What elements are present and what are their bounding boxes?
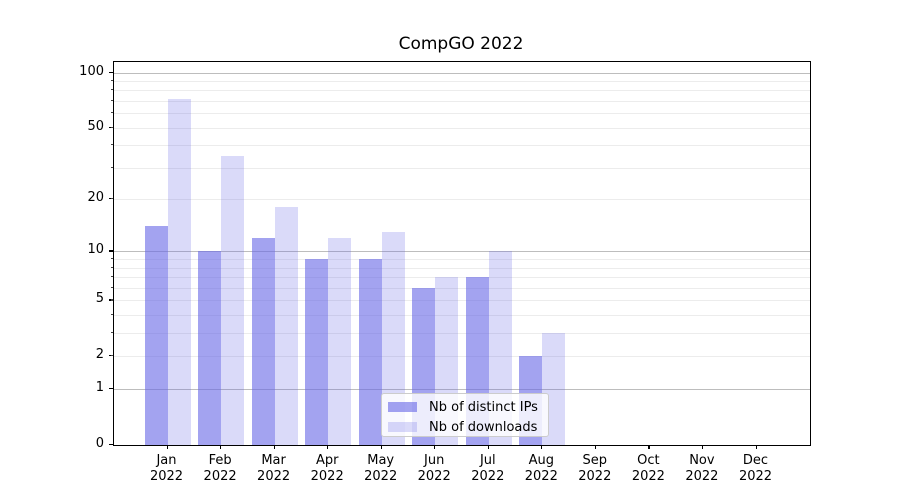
bar-downloads-feb xyxy=(221,155,245,445)
y-minor-tick-mark-50 xyxy=(110,126,113,128)
x-tick-label-feb: Feb 2022 xyxy=(203,453,237,484)
bar-downloads-may xyxy=(381,232,405,445)
y-tick-label-1: 1 xyxy=(95,380,104,396)
x-tick-mark-jul xyxy=(487,445,489,449)
bar-ips-apr xyxy=(305,259,329,445)
gridline-minor-3 xyxy=(114,333,810,335)
y-tick-label-5: 5 xyxy=(95,291,104,307)
y-minor-tick-mark-3 xyxy=(110,332,113,334)
x-tick-mark-dec xyxy=(755,445,757,449)
plot-area: Nb of distinct IPs Nb of downloads xyxy=(113,61,811,446)
y-minor-tick-mark-7 xyxy=(110,276,113,278)
y-tick-mark-1 xyxy=(109,388,113,390)
y-tick-mark-0 xyxy=(109,444,113,446)
bar-ips-jan xyxy=(144,226,168,445)
gridline-minor-5 xyxy=(114,300,810,302)
bar-ips-mar xyxy=(251,238,275,445)
x-tick-label-may: May 2022 xyxy=(364,453,398,484)
gridline-minor-20 xyxy=(114,199,810,201)
y-minor-tick-mark-80 xyxy=(110,89,113,91)
x-tick-mark-may xyxy=(380,445,382,449)
x-tick-label-aug: Aug 2022 xyxy=(524,453,558,484)
bar-ips-may xyxy=(358,259,382,445)
gridline-major-1 xyxy=(114,389,810,391)
y-minor-tick-mark-5 xyxy=(110,299,113,301)
x-tick-mark-oct xyxy=(648,445,650,449)
bars-layer xyxy=(114,62,810,445)
x-tick-label-dec: Dec 2022 xyxy=(738,453,773,484)
chart-title: CompGO 2022 xyxy=(398,34,524,54)
gridline-minor-4 xyxy=(114,315,810,317)
bar-downloads-jan xyxy=(167,98,191,445)
x-tick-label-oct: Oct 2022 xyxy=(631,453,665,484)
legend: Nb of distinct IPs Nb of downloads xyxy=(381,393,549,437)
gridline-minor-8 xyxy=(114,267,810,269)
y-minor-tick-mark-40 xyxy=(110,144,113,146)
gridline-minor-6 xyxy=(114,287,810,289)
y-minor-tick-mark-60 xyxy=(110,112,113,114)
x-tick-mark-sep xyxy=(594,445,596,449)
x-tick-label-jan: Jan 2022 xyxy=(149,453,184,484)
y-tick-label-10: 10 xyxy=(87,242,104,258)
gridline-major-10 xyxy=(114,251,810,253)
y-minor-tick-mark-8 xyxy=(110,266,113,268)
x-tick-mark-aug xyxy=(541,445,543,449)
y-tick-label-100: 100 xyxy=(79,63,104,79)
y-tick-mark-10 xyxy=(109,250,113,252)
legend-item-distinct-ips: Nb of distinct IPs xyxy=(382,397,548,417)
y-tick-label-50: 50 xyxy=(87,118,104,134)
gridline-minor-50 xyxy=(114,127,810,129)
x-tick-mark-jun xyxy=(434,445,436,449)
x-tick-label-jul: Jul 2022 xyxy=(471,453,505,484)
legend-swatch-distinct-ips xyxy=(388,402,417,412)
gridline-minor-30 xyxy=(114,167,810,169)
bar-ips-feb xyxy=(198,251,222,445)
x-tick-mark-nov xyxy=(701,445,704,449)
x-tick-mark-mar xyxy=(273,445,275,449)
x-tick-label-apr: Apr 2022 xyxy=(310,453,344,484)
y-minor-tick-mark-6 xyxy=(110,286,113,289)
bar-downloads-apr xyxy=(328,238,352,445)
y-minor-tick-mark-30 xyxy=(110,166,113,168)
x-tick-label-nov: Nov 2022 xyxy=(685,453,719,484)
x-tick-mark-jan xyxy=(166,445,168,449)
gridline-minor-7 xyxy=(114,277,810,279)
gridline-major-100 xyxy=(114,72,810,74)
y-tick-label-0: 0 xyxy=(95,436,104,451)
y-minor-tick-mark-9 xyxy=(110,258,113,260)
y-minor-tick-mark-90 xyxy=(110,79,113,82)
x-axis: Jan 2022 Feb 2022 Mar 2022 Apr 2022 May 2022 Jun 20… xyxy=(113,445,809,495)
gridline-minor-40 xyxy=(114,145,810,147)
gridline-minor-2 xyxy=(114,356,810,358)
gridline-minor-60 xyxy=(114,113,810,115)
y-tick-label-20: 20 xyxy=(87,190,104,206)
x-tick-label-mar: Mar 2022 xyxy=(257,453,291,484)
y-minor-tick-mark-2 xyxy=(110,355,113,357)
grid-layer xyxy=(114,62,810,445)
gridline-minor-9 xyxy=(114,259,810,261)
gridline-minor-90 xyxy=(114,80,810,82)
x-tick-label-sep: Sep 2022 xyxy=(578,453,612,484)
x-tick-mark-apr xyxy=(327,445,329,449)
gridline-minor-70 xyxy=(114,100,810,102)
y-tick-mark-100 xyxy=(109,71,113,73)
legend-label-downloads: Nb of downloads xyxy=(429,419,538,435)
legend-swatch-downloads xyxy=(388,422,417,432)
y-minor-tick-mark-20 xyxy=(110,198,113,200)
bar-downloads-mar xyxy=(274,207,298,445)
y-minor-tick-mark-70 xyxy=(110,99,113,102)
x-tick-mark-feb xyxy=(220,445,222,449)
legend-item-downloads: Nb of downloads xyxy=(382,417,548,437)
gridline-minor-80 xyxy=(114,90,810,92)
x-tick-label-jun: Jun 2022 xyxy=(417,453,451,484)
legend-label-distinct-ips: Nb of distinct IPs xyxy=(429,399,538,415)
y-tick-label-2: 2 xyxy=(95,347,104,363)
y-axis: 100 50 20 10 5 2 1 0 xyxy=(0,61,113,451)
y-minor-tick-mark-4 xyxy=(110,314,113,316)
